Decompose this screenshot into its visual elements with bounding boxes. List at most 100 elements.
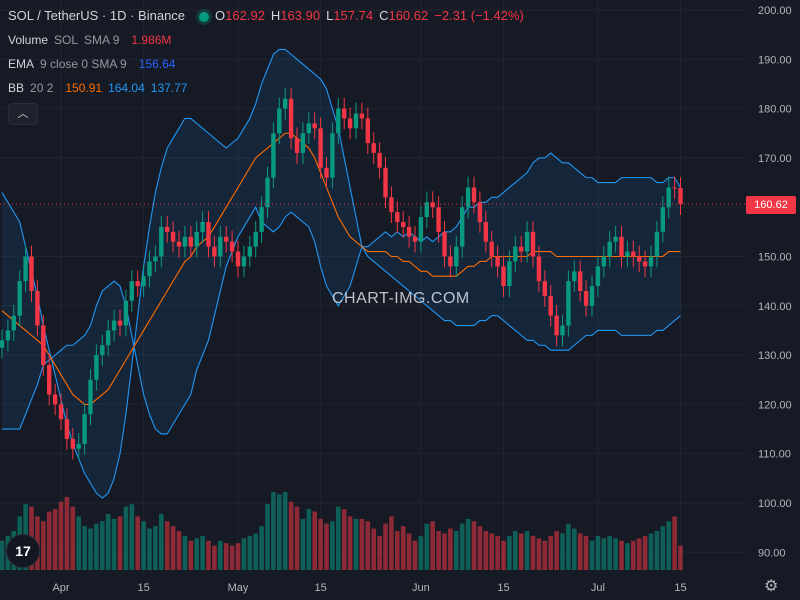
volume-bar [117, 516, 123, 570]
volume-bar [341, 509, 347, 570]
candle-body [64, 419, 70, 439]
candle-body [483, 221, 488, 242]
volume-bar [105, 513, 111, 570]
candle-body [383, 167, 388, 198]
candle-body [507, 261, 512, 287]
legend-volume-row[interactable]: Volume SOL SMA 9 1.986M [8, 33, 177, 47]
candle-body [430, 202, 435, 208]
y-axis-tick-label: 100.00 [758, 498, 792, 510]
candle-body [312, 123, 317, 129]
candle-body [660, 207, 665, 232]
volume-bar [642, 535, 648, 570]
candle-body [371, 143, 376, 153]
volume-bar [465, 518, 471, 570]
x-axis-tick-label: 15 [314, 582, 326, 594]
volume-params: SOL [54, 33, 79, 47]
volume-bar [518, 533, 524, 570]
candle-body [489, 241, 494, 257]
ema-value: 156.64 [138, 57, 176, 71]
candle-body [35, 291, 40, 326]
volume-bar [424, 523, 430, 570]
bb-lower-line [2, 152, 681, 435]
candle-body [625, 251, 630, 257]
volume-bar [395, 531, 400, 570]
bb-basis-line [1, 132, 681, 405]
candle-body [477, 202, 483, 222]
volume-bar [607, 535, 612, 570]
symbol-title[interactable]: SOL / TetherUS · 1D · Binance [8, 8, 186, 23]
legend-bb-row[interactable]: BB 20 2 150.91 164.04 137.77 [8, 81, 193, 95]
x-axis-tick-label: Jul [591, 582, 605, 594]
candle-body [106, 330, 111, 346]
bb-band-fill [2, 49, 681, 499]
candle-body [566, 281, 571, 326]
candle-body [642, 261, 648, 267]
volume-bar [229, 545, 235, 570]
volume-bar [406, 533, 412, 570]
volume-bar [312, 511, 317, 570]
candle-body [277, 108, 282, 134]
volume-bar [548, 535, 553, 570]
volume-bar [530, 535, 536, 570]
candle-body [247, 246, 252, 257]
volume-bar [64, 496, 70, 570]
volume-bar [577, 533, 583, 570]
x-axis-tick-label: Apr [52, 582, 69, 594]
candle-body [23, 256, 28, 282]
collapse-legend-button[interactable]: ︿ [8, 103, 38, 125]
candle-body [418, 217, 424, 242]
volume-bar [554, 531, 559, 570]
candle-body [47, 364, 52, 395]
candle-body [29, 256, 34, 292]
x-axis-tick-label: Jun [412, 582, 430, 594]
candle-body [619, 236, 624, 257]
y-axis-tick-label: 110.00 [758, 449, 791, 461]
volume-bar [88, 528, 93, 570]
candle-body [253, 231, 258, 247]
volume-bar [542, 540, 548, 570]
volume-bar [636, 538, 642, 570]
volume-bar [247, 535, 253, 570]
volume-bar [76, 516, 81, 570]
candle-body [406, 226, 412, 237]
candle-body [524, 231, 530, 252]
volume-bar [82, 526, 87, 570]
ema-name: EMA [8, 57, 35, 71]
candle-body [176, 241, 182, 247]
bb-params: 20 2 [30, 81, 54, 95]
gear-icon[interactable]: ⚙ [764, 578, 779, 595]
candle-body [52, 394, 58, 405]
candle-body [200, 221, 205, 232]
candle-body [147, 261, 152, 277]
candle-body [58, 404, 64, 420]
volume-bar [442, 533, 447, 570]
tradingview-logo[interactable]: 17 [6, 534, 40, 568]
volume-bar [418, 535, 424, 570]
candle-body [306, 123, 311, 134]
volume-bar [336, 506, 341, 570]
high-value: 163.90 [280, 8, 321, 23]
market-status-dot[interactable] [199, 11, 210, 22]
candle-body [5, 330, 11, 341]
volume-bar [147, 528, 152, 570]
y-axis-tick-label: 150.00 [758, 252, 792, 264]
legend-ema-row[interactable]: EMA 9 close 0 SMA 9 156.64 [8, 57, 181, 71]
candle-body [330, 133, 335, 178]
candle-body [359, 113, 365, 119]
volume-bar [459, 523, 465, 570]
volume-bar [654, 531, 660, 570]
volume-bar [436, 531, 441, 570]
candle-body [448, 256, 453, 267]
candle-body [153, 256, 158, 262]
volume-bar [223, 543, 229, 570]
volume-bar [277, 494, 282, 570]
candle-body [347, 118, 353, 129]
volume-bar [282, 492, 288, 570]
candle-body [229, 241, 235, 252]
chevron-up-icon: ︿ [17, 108, 29, 120]
volume-bar [200, 535, 205, 570]
y-axis-tick-label: 90.00 [758, 547, 786, 559]
volume-bar [206, 540, 211, 570]
candle-body [460, 207, 465, 247]
